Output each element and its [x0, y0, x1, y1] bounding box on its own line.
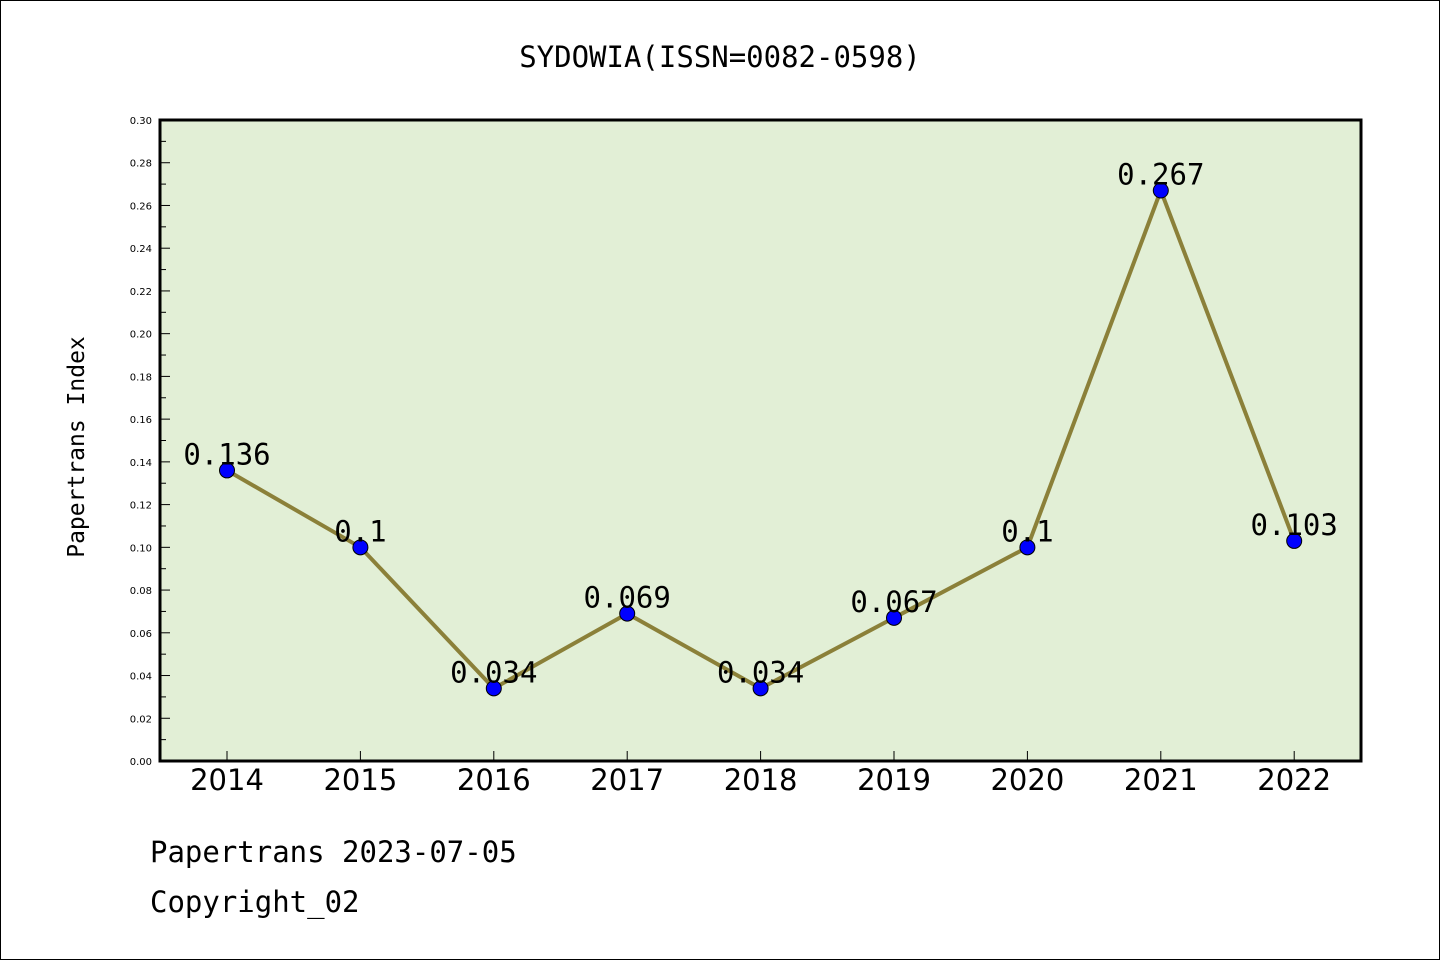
data-point	[619, 605, 636, 622]
data-label: 0.136	[183, 437, 270, 471]
y-tick-label: 0.28	[130, 159, 152, 170]
y-tick-label: 0.26	[130, 201, 152, 212]
data-label: 0.067	[850, 585, 937, 619]
y-tick-label: 0.24	[130, 244, 152, 255]
y-tick-label: 0.22	[130, 287, 152, 298]
x-tick-label: 2021	[1124, 763, 1198, 797]
plot-area	[160, 120, 1361, 761]
data-point	[485, 680, 502, 697]
y-tick-label: 0.04	[130, 672, 152, 683]
data-point	[1019, 539, 1036, 556]
data-point	[886, 609, 902, 626]
x-tick-label: 2016	[457, 763, 531, 797]
y-tick-label: 0.00	[130, 757, 152, 768]
data-point	[219, 462, 235, 479]
x-axis: 2014 2015 2016 2017 2018 2019 2020 2021 2022	[190, 751, 1331, 797]
x-tick-label: 2019	[857, 763, 931, 797]
x-tick-label: 2017	[590, 763, 664, 797]
data-labels: 0.136 0.1 0.034 0.069 0.034 0.067 0.1 0.267 0.10…	[183, 158, 1338, 690]
y-tick-label: 0.16	[130, 415, 152, 426]
data-point	[352, 539, 369, 556]
data-point	[752, 680, 769, 697]
chart-title: SYDOWIA(ISSN=0082-0598)	[519, 40, 921, 74]
data-label: 0.034	[717, 655, 804, 689]
footer-copyright: Copyright_02	[150, 885, 360, 919]
y-axis-label: Papertrans Index	[64, 336, 90, 558]
y-tick-label: 0.30	[130, 116, 152, 127]
data-label: 0.069	[584, 581, 671, 615]
data-label: 0.1	[1001, 514, 1053, 548]
data-point	[1286, 532, 1303, 549]
y-tick-label: 0.06	[130, 629, 152, 640]
data-label: 0.034	[450, 655, 537, 689]
data-point	[1152, 182, 1169, 199]
data-label: 0.267	[1117, 158, 1204, 192]
y-tick-label: 0.20	[130, 330, 152, 341]
y-tick-label: 0.08	[130, 586, 152, 597]
y-tick-label: 0.02	[130, 714, 152, 725]
x-tick-label: 2020	[990, 763, 1064, 797]
x-tick-label: 2018	[724, 763, 798, 797]
y-tick-label: 0.12	[130, 501, 152, 512]
y-tick-label: 0.18	[130, 372, 152, 383]
x-tick-label: 2014	[190, 763, 264, 797]
series-papertrans-index	[219, 182, 1303, 697]
data-label: 0.1	[334, 514, 386, 548]
x-tick-label: 2015	[323, 763, 397, 797]
plot-border	[158, 118, 1363, 763]
data-label: 0.103	[1251, 508, 1338, 542]
y-tick-label: 0.10	[130, 543, 152, 554]
x-tick-label: 2022	[1257, 763, 1331, 797]
y-tick-label: 0.14	[130, 458, 152, 469]
footer-date: Papertrans 2023-07-05	[150, 835, 517, 869]
